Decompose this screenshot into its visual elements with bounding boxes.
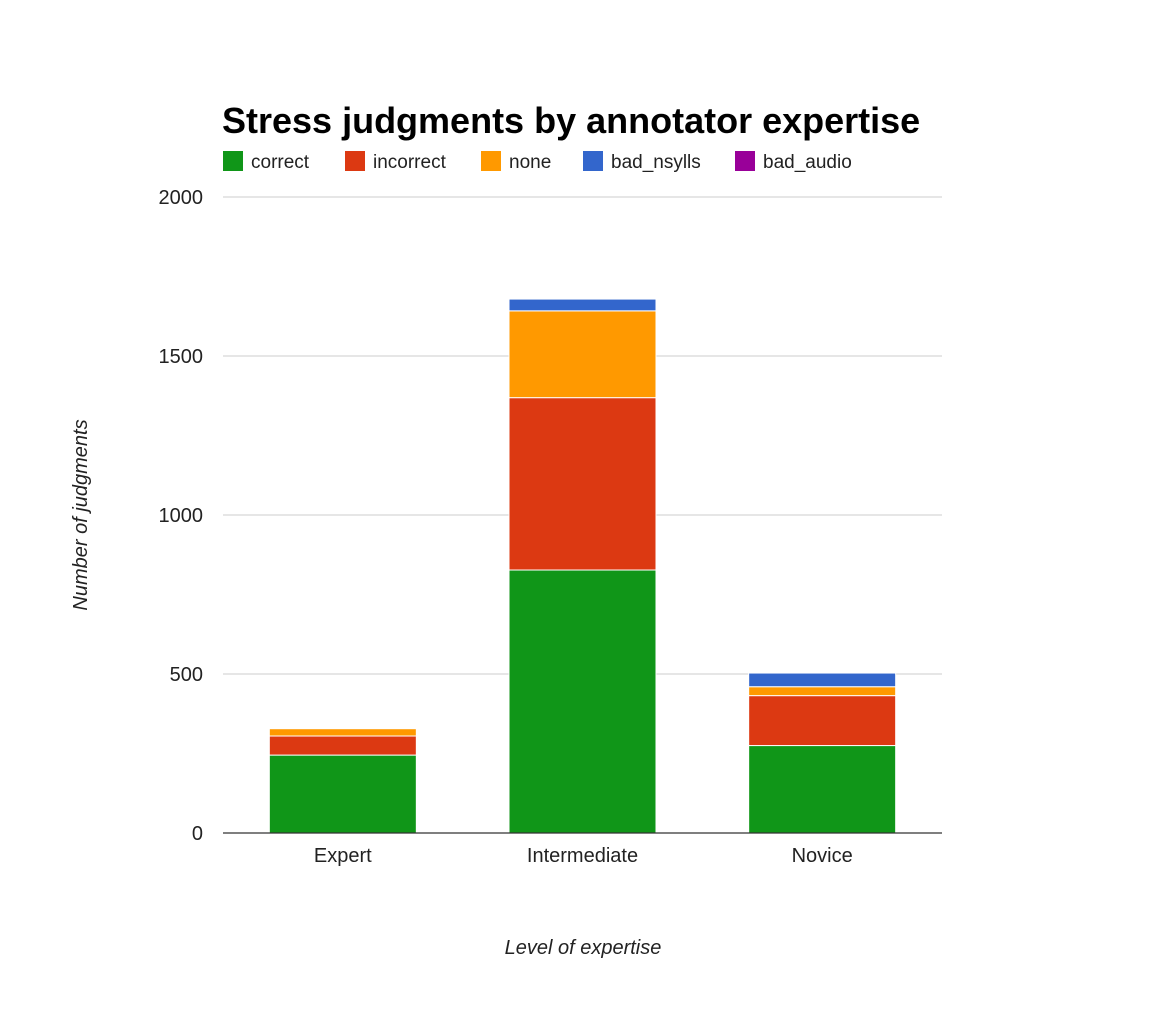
bar-novice-bad_nsylls bbox=[748, 672, 897, 688]
y-axis-ticks: 0 500 1000 1500 2000 bbox=[159, 187, 204, 845]
legend-swatch-incorrect bbox=[345, 151, 365, 171]
legend-label-bad_nsylls: bad_nsylls bbox=[611, 152, 701, 173]
x-tick-label: Novice bbox=[792, 845, 853, 867]
chart-title: Stress judgments by annotator expertise bbox=[222, 100, 920, 141]
x-axis-ticks: Expert Intermediate Novice bbox=[314, 845, 853, 867]
bar-intermediate-incorrect bbox=[508, 397, 657, 571]
x-axis-title: Level of expertise bbox=[505, 937, 662, 959]
legend-label-none: none bbox=[509, 152, 551, 173]
y-tick-label: 1500 bbox=[159, 346, 204, 368]
legend-label-correct: correct bbox=[251, 152, 310, 173]
y-tick-label: 500 bbox=[170, 664, 203, 686]
legend: correct incorrect none bad_nsylls bad_audio bbox=[223, 151, 852, 173]
y-tick-label: 1000 bbox=[159, 505, 204, 527]
legend-swatch-correct bbox=[223, 151, 243, 171]
y-tick-label: 0 bbox=[192, 823, 203, 845]
legend-label-incorrect: incorrect bbox=[373, 152, 447, 173]
legend-swatch-bad_audio bbox=[735, 151, 755, 171]
bar-novice-none bbox=[748, 686, 897, 697]
bar-intermediate-correct bbox=[508, 569, 657, 834]
bar-expert-incorrect bbox=[268, 735, 417, 756]
bar-novice-incorrect bbox=[748, 695, 897, 747]
legend-swatch-none bbox=[481, 151, 501, 171]
bar-novice-correct bbox=[748, 745, 897, 834]
y-axis-title: Number of judgments bbox=[70, 419, 92, 610]
legend-swatch-bad_nsylls bbox=[583, 151, 603, 171]
bar-intermediate-bad_nsylls bbox=[508, 298, 657, 312]
bar-expert-correct bbox=[268, 754, 417, 834]
x-tick-label: Expert bbox=[314, 845, 372, 867]
legend-label-bad_audio: bad_audio bbox=[763, 152, 852, 173]
y-tick-label: 2000 bbox=[159, 187, 204, 209]
bars bbox=[268, 298, 897, 834]
bar-expert-none bbox=[268, 728, 417, 737]
x-tick-label: Intermediate bbox=[527, 845, 638, 867]
bar-intermediate-none bbox=[508, 310, 657, 399]
